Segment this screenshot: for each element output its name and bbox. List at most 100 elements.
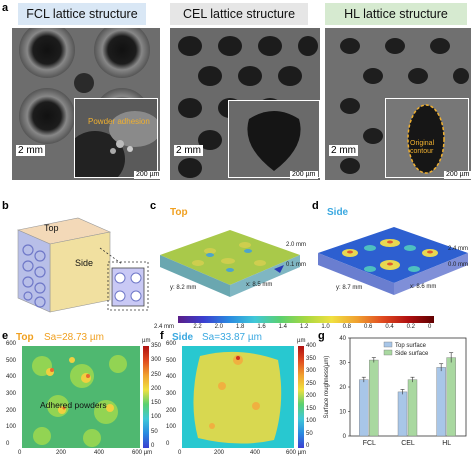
g-legend-label: Top surface: [395, 343, 427, 349]
panel-e-top-tag: Top: [16, 332, 34, 343]
g-y-tick-label: 30: [339, 361, 346, 367]
e-yticks-tick: 200: [6, 407, 17, 414]
f-colorbar-unit: µm: [297, 338, 306, 344]
g-legend-swatch: [383, 349, 393, 356]
f-yticks-tick: 0: [166, 441, 170, 447]
cb-ticks-tick: 0.4: [385, 324, 394, 330]
cb-ticks-tick: 1.4: [278, 324, 287, 330]
e-yticks-tick: 0: [6, 441, 10, 447]
e-yticks-tick: 600: [6, 341, 17, 347]
panel-e-sa: Sa=28.73 µm: [44, 332, 104, 343]
hl-sem-image: [325, 28, 471, 180]
f-cbticks-tick: 350: [306, 355, 317, 362]
g-bar-cel-0: [397, 391, 408, 437]
g-bar-fcl-0: [359, 379, 369, 437]
roughness-bar-chart: 0 10 20 30 40 Surface roughness(µm) FCL CEL HL To…: [324, 336, 467, 447]
f-xticks-tick: 0: [178, 450, 182, 456]
cb-ticks-tick: 1.8: [236, 324, 245, 330]
cb-ticks-tick: 1.2: [300, 324, 309, 330]
panel-a-letter: a: [2, 2, 9, 14]
e-cbticks-tick: 300: [151, 357, 162, 364]
g-bar-cel-1: [407, 379, 418, 437]
fcl-inset-scale: 200 µm: [134, 171, 162, 179]
e-cbticks-tick: 100: [151, 414, 162, 421]
f-xticks-tick: 200: [214, 450, 225, 456]
c-x-label: x: 8.5 mm: [246, 282, 273, 288]
panel-c-letter: c: [150, 200, 157, 212]
f-xticks-tick: 600 µm: [286, 450, 307, 456]
e-yticks-tick: 500: [6, 357, 17, 364]
f-cbticks-tick: 0: [306, 443, 310, 449]
e-yticks-tick: 100: [6, 424, 17, 431]
g-y-tick-label: 20: [339, 385, 346, 391]
e-xticks-tick: 200: [56, 450, 67, 456]
hl-inset: [385, 98, 469, 178]
powder-adhesion-label: Powder adhesion: [88, 117, 150, 126]
f-yticks-tick: 500: [166, 357, 177, 364]
top-surface-topography: [160, 230, 300, 297]
panel-f-side-tag: Side: [172, 332, 194, 343]
fcl-sem-image: [12, 28, 160, 180]
c-y-label: y: 8.2 mm: [170, 285, 197, 291]
g-legend-label: Side surface: [395, 351, 429, 357]
g-y-axis-label: Surface roughness(µm): [324, 356, 330, 419]
g-legend-swatch: [383, 341, 393, 348]
cb-ticks-tick: 0: [428, 324, 432, 330]
cb-ticks-tick: 2.4 mm: [154, 324, 175, 330]
cb-ticks-tick: 2.2: [193, 324, 202, 330]
e-xticks-tick: 0: [18, 450, 22, 456]
panel-d-letter: d: [312, 200, 319, 212]
g-y-tick-label: 10: [339, 410, 346, 416]
hl-title: HL lattice structure: [325, 3, 467, 25]
cb-ticks-tick: 1.6: [257, 324, 266, 330]
cb-ticks-tick: 0.6: [364, 324, 373, 330]
e-cbticks-tick: 200: [151, 385, 162, 392]
g-bar-fcl-1: [369, 359, 379, 437]
e-cbticks-tick: 0: [151, 443, 155, 449]
f-cbticks-tick: 150: [306, 405, 317, 412]
e-cbticks-tick: 50: [151, 428, 158, 435]
lattice-cube-diagram: [17, 217, 149, 313]
cb-ticks-tick: 2.0: [214, 324, 223, 330]
g-y-tick-label: 0: [343, 434, 347, 440]
cel-sem-image: [170, 28, 320, 180]
original-contour-label: Original contour: [410, 140, 435, 155]
f-yticks-tick: 600: [166, 341, 177, 347]
c-z-top: 2.0 mm: [286, 242, 307, 248]
f-cbticks-tick: 250: [306, 380, 317, 387]
e-cbticks-tick: 350: [151, 343, 162, 349]
g-y-tick-label: 40: [339, 336, 346, 342]
adhered-powders-label: Adhered powders: [40, 400, 107, 410]
d-y-label: y: 8.7 mm: [336, 285, 363, 291]
e-cbticks-tick: 250: [151, 371, 162, 378]
d-x-label: x: 8.6 mm: [410, 284, 437, 290]
e-colorbar-unit: µm: [142, 338, 151, 344]
e-cbticks-tick: 150: [151, 400, 162, 407]
hl-inset-scale: 200 µm: [444, 171, 472, 179]
f-cbticks-tick: 200: [306, 393, 317, 399]
fcl-scale-bar: 2 mm: [16, 145, 45, 156]
panel-b-letter: b: [2, 200, 9, 212]
e-yticks-tick: 400: [6, 374, 17, 381]
cel-inset: [228, 100, 320, 178]
f-cbticks-tick: 400: [306, 343, 317, 349]
panel-g-letter: g: [318, 330, 325, 342]
panel-c-top-tag: Top: [170, 207, 188, 218]
f-yticks-tick: 100: [166, 424, 177, 431]
f-cbticks-tick: 100: [306, 418, 317, 424]
g-x-tick-label: CEL: [401, 440, 415, 447]
e-yticks-tick: 300: [6, 391, 17, 397]
cel-title: CEL lattice structure: [170, 3, 308, 25]
cb-ticks-tick: 1.0: [321, 324, 330, 330]
fcl-inset: [74, 98, 158, 178]
cb-ticks-tick: 0.2: [406, 324, 415, 330]
height-colorbar: [178, 316, 434, 323]
cb-ticks-tick: 0.8: [342, 324, 351, 330]
f-yticks-tick: 400: [166, 374, 177, 381]
d-z-bottom: 0.0 mm: [448, 262, 469, 268]
f-colorbar: [298, 346, 304, 448]
top-roughness-map: [22, 346, 140, 448]
g-x-tick-label: HL: [442, 440, 451, 447]
g-bar-hl-0: [436, 367, 446, 437]
e-colorbar: [143, 346, 149, 448]
